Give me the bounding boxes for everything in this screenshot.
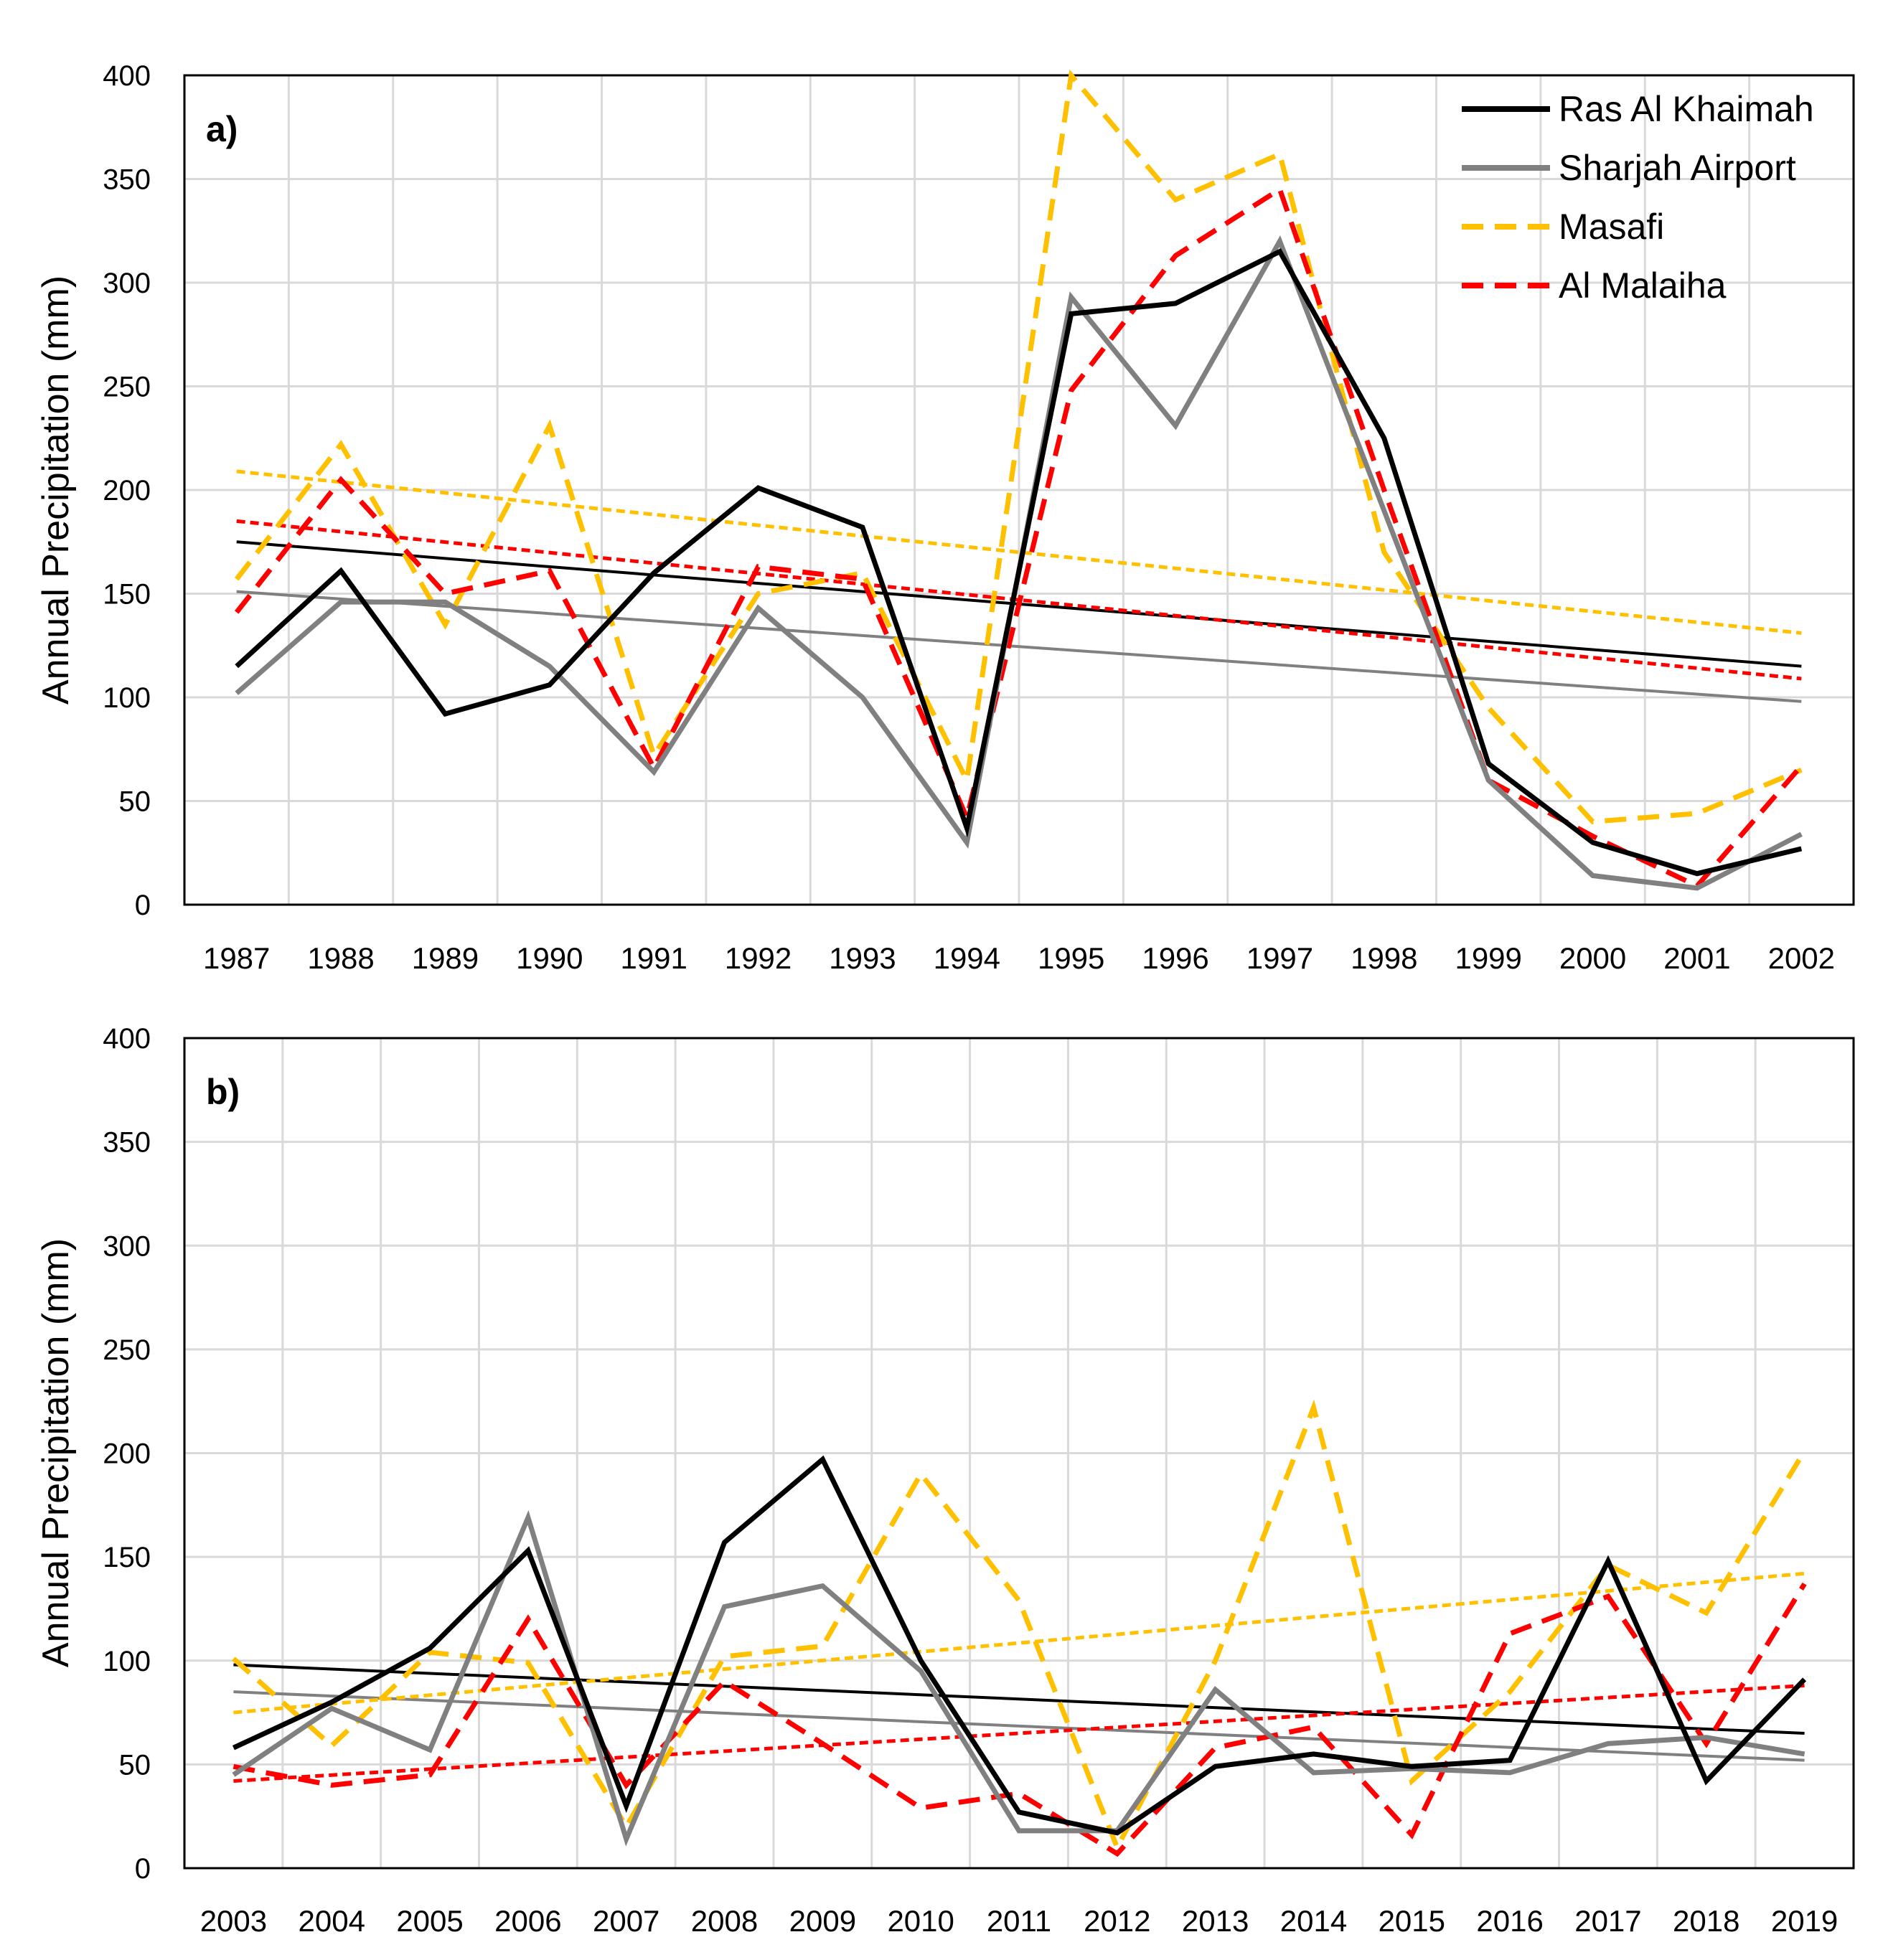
trend-line-ras-al-khaimah — [233, 1663, 1805, 1735]
x-tick-label: 2011 — [987, 1904, 1051, 1938]
x-tick-label: 2008 — [691, 1904, 758, 1938]
trend-line-al-malaiha — [233, 1683, 1805, 1784]
x-tick-label: 1987 — [203, 941, 270, 975]
legend-label: Ras Al Khaimah — [1559, 89, 1814, 129]
y-tick-label: 250 — [103, 1334, 151, 1366]
chart-panel-b: 0 50 100 150 200 250 300 350 400 2003 2004 2005 2006… — [35, 1023, 1855, 1938]
legend-item: Masafi — [1462, 207, 1664, 247]
legend-label: Masafi — [1559, 207, 1664, 247]
legend-item: Sharjah Airport — [1462, 148, 1796, 188]
y-tick-label: 50 — [119, 1749, 151, 1781]
x-tick-label: 1993 — [829, 941, 896, 975]
series-line — [232, 1399, 1807, 1854]
trend-line-sharjah-airport — [236, 590, 1802, 703]
legend-item: Ras Al Khaimah — [1462, 89, 1814, 129]
y-tick-label: 150 — [103, 579, 151, 611]
x-tick-label: 1990 — [516, 941, 583, 975]
x-tick-label: 2014 — [1280, 1904, 1347, 1938]
x-tick-label: 2013 — [1182, 1904, 1249, 1938]
y-tick-label: 100 — [103, 682, 151, 714]
plot-area-border — [183, 74, 1855, 906]
series-al-malaiha — [234, 185, 1803, 890]
series-ras-al-khaimah — [235, 248, 1803, 877]
series-masafi — [232, 1399, 1807, 1854]
legend-label: Sharjah Airport — [1559, 148, 1796, 188]
legend: Ras Al Khaimah Sharjah Airport Masafi Al Ma… — [1462, 89, 1814, 306]
x-tick-label: 1995 — [1038, 941, 1104, 975]
x-tick-label: 2003 — [200, 1904, 267, 1938]
y-tick-label: 400 — [103, 60, 151, 92]
x-tick-label: 1989 — [412, 941, 479, 975]
series-sharjah-airport — [232, 1509, 1805, 1847]
x-tick-label: 2017 — [1574, 1904, 1641, 1938]
x-tick-label: 1997 — [1246, 941, 1313, 975]
y-tick-label: 0 — [135, 1853, 151, 1885]
x-tick-label: 2007 — [593, 1904, 659, 1938]
y-axis-label: Annual Precipitation (mm) — [35, 1238, 77, 1667]
y-tick-label: 350 — [103, 1127, 151, 1159]
y-tick-label: 50 — [119, 786, 151, 818]
chart-panel-a: 0 50 100 150 200 250 300 350 400 1987 1988 1989 1990… — [35, 60, 1855, 975]
trend-line-sharjah-airport — [233, 1690, 1805, 1762]
x-tick-label: 2016 — [1476, 1904, 1543, 1938]
y-tick-label: 200 — [103, 1438, 151, 1470]
x-tick-label: 2009 — [789, 1904, 856, 1938]
x-tick-label: 2001 — [1663, 941, 1730, 975]
trend-line-masafi — [236, 469, 1802, 635]
x-tick-label: 1999 — [1455, 941, 1521, 975]
x-tick-label: 2010 — [887, 1904, 954, 1938]
series-masafi — [234, 69, 1803, 825]
y-tick-label: 300 — [103, 1230, 151, 1262]
x-tick-label: 1998 — [1351, 941, 1417, 975]
x-tick-label: 2005 — [396, 1904, 463, 1938]
series-line — [232, 1509, 1805, 1847]
series-line — [234, 69, 1803, 825]
x-tick-label: 1992 — [725, 941, 792, 975]
x-tick-label: 2018 — [1673, 1904, 1739, 1938]
y-tick-label: 150 — [103, 1542, 151, 1573]
x-tick-label: 1996 — [1142, 941, 1208, 975]
x-tick-label: 2015 — [1379, 1904, 1445, 1938]
y-tick-label: 0 — [135, 890, 151, 921]
y-tick-label: 250 — [103, 372, 151, 403]
series-line — [232, 1455, 1807, 1836]
x-tick-label: 2004 — [299, 1904, 365, 1938]
y-tick-label: 200 — [103, 475, 151, 507]
x-tick-label: 2006 — [494, 1904, 561, 1938]
legend-item: Al Malaiha — [1462, 265, 1727, 306]
trend-line-masafi — [233, 1571, 1805, 1715]
series-line — [234, 185, 1803, 890]
panel-label: b) — [206, 1072, 240, 1112]
series-line — [235, 248, 1803, 877]
y-tick-label: 300 — [103, 268, 151, 299]
x-tick-label: 2019 — [1771, 1904, 1838, 1938]
x-tick-label: 2002 — [1768, 941, 1835, 975]
y-tick-label: 350 — [103, 164, 151, 196]
x-tick-label: 1991 — [620, 941, 687, 975]
legend-label: Al Malaiha — [1559, 265, 1727, 306]
y-tick-label: 100 — [103, 1646, 151, 1677]
series-ras-al-khaimah — [232, 1455, 1807, 1836]
trend-line-al-malaiha — [236, 519, 1802, 681]
x-tick-label: 2012 — [1084, 1904, 1150, 1938]
plot-area-border — [183, 1037, 1855, 1870]
x-tick-label: 1994 — [934, 941, 1000, 975]
series-line — [233, 1582, 1807, 1857]
series-al-malaiha — [233, 1582, 1807, 1857]
panel-label: a) — [206, 109, 238, 149]
x-tick-label: 1988 — [307, 941, 374, 975]
y-axis-label: Annual Precipitation (mm) — [35, 275, 77, 705]
y-tick-label: 400 — [103, 1023, 151, 1055]
x-tick-label: 2000 — [1559, 941, 1626, 975]
